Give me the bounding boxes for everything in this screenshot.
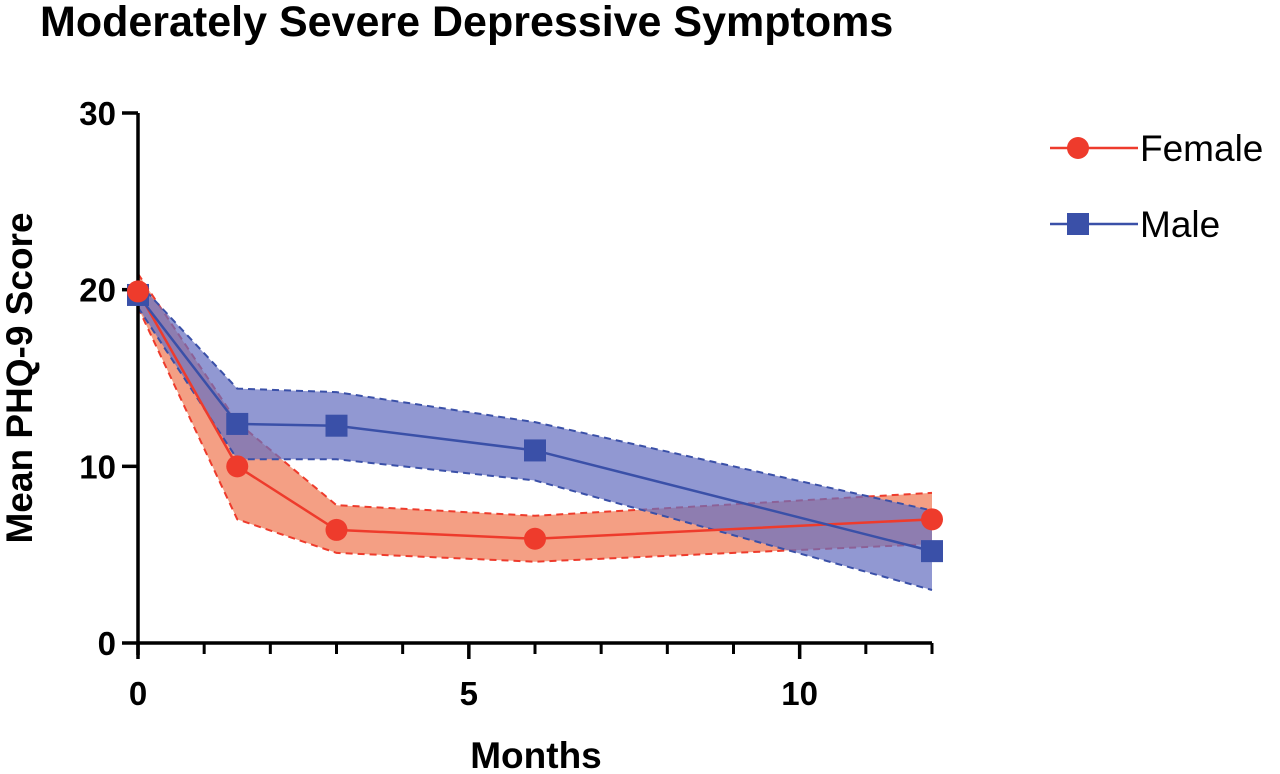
ci-lower-line-0 — [137, 306, 933, 563]
marker-0-1 — [226, 455, 249, 478]
marker-1-1 — [226, 412, 249, 435]
x-tick-label-2: 10 — [781, 675, 818, 712]
legend-marker-1 — [1067, 213, 1089, 235]
marker-1-2 — [325, 414, 348, 437]
series-markers — [127, 280, 943, 563]
y-tick-label-2: 20 — [79, 272, 116, 309]
marker-0-4 — [921, 508, 943, 531]
chart-title: Moderately Severe Depressive Symptoms — [40, 0, 893, 46]
ci-upper-line-1 — [137, 281, 933, 512]
y-tick-label-1: 10 — [79, 448, 116, 485]
marker-1-4 — [921, 540, 943, 563]
marker-1-3 — [524, 439, 546, 462]
marker-0-3 — [524, 527, 546, 550]
y-axis-label: Mean PHQ-9 Score — [0, 212, 40, 543]
axes: 0 10 20 30 0 5 10 — [79, 95, 934, 712]
x-tick-label-1: 5 — [460, 675, 478, 712]
y-tick-label-0: 0 — [98, 625, 116, 662]
x-axis-label: Months — [470, 735, 602, 774]
legend-label-0: Female — [1140, 128, 1263, 169]
y-tick-label-3: 30 — [79, 95, 116, 132]
legend-label-1: Male — [1140, 204, 1220, 245]
legend-marker-0 — [1067, 137, 1089, 159]
marker-0-2 — [325, 518, 348, 541]
x-tick-label-0: 0 — [129, 675, 147, 712]
marker-0-0 — [127, 280, 149, 303]
ci-band-1 — [138, 282, 932, 590]
legend: Female Male — [1050, 128, 1263, 245]
